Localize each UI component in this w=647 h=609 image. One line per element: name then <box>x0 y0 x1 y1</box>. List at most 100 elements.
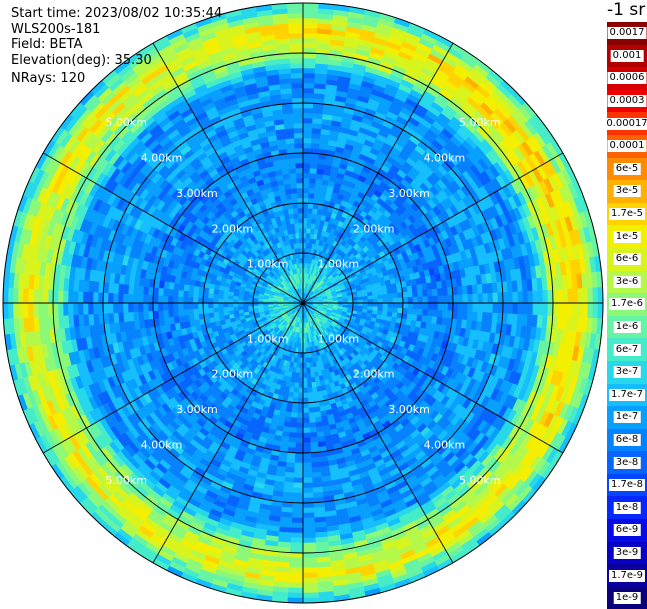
heatmap-cell <box>378 295 383 299</box>
heatmap-cell <box>307 373 311 378</box>
heatmap-cell <box>528 303 533 315</box>
heatmap-cell <box>303 108 313 113</box>
heatmap-cell <box>312 123 322 129</box>
heatmap-cell <box>289 568 303 573</box>
heatmap-cell <box>473 294 478 303</box>
heatmap-cell <box>290 553 303 558</box>
heatmap-cell <box>303 488 313 493</box>
heatmap-cell <box>308 193 314 198</box>
heatmap-cell <box>433 296 438 303</box>
heatmap-cell <box>393 298 398 303</box>
heatmap-cell <box>578 288 583 303</box>
heatmap-cell <box>292 508 303 513</box>
heatmap-cell <box>348 298 353 301</box>
heatmap-cell <box>418 303 423 309</box>
heatmap-cell <box>303 478 312 483</box>
heatmap-cell <box>303 563 317 568</box>
heatmap-cell <box>303 388 308 393</box>
heatmap-cell <box>498 293 503 303</box>
heatmap-cell <box>285 467 294 473</box>
heatmap-cell <box>307 378 311 383</box>
heatmap-cell <box>412 285 418 291</box>
heatmap-cell <box>312 477 322 483</box>
heatmap-cell <box>513 292 518 303</box>
heatmap-cell <box>303 448 311 453</box>
heatmap-cell <box>398 298 403 303</box>
heatmap-cell <box>298 398 303 403</box>
heatmap-cell <box>303 418 309 423</box>
heatmap-cell <box>298 403 303 408</box>
heatmap-cell <box>472 312 478 321</box>
heatmap-cell <box>313 108 323 114</box>
heatmap-cell <box>442 310 448 318</box>
heatmap-cell <box>288 578 303 583</box>
heatmap-cell <box>453 295 458 303</box>
heatmap-cell <box>437 310 443 318</box>
heatmap-cell <box>306 368 310 373</box>
heatmap-cell <box>432 310 438 317</box>
heatmap-cell <box>303 93 314 98</box>
heatmap-cell <box>548 303 553 316</box>
heatmap-cell <box>303 153 311 158</box>
heatmap-cell <box>303 218 307 223</box>
heatmap-cell <box>303 53 316 58</box>
heatmap-cell <box>288 442 296 448</box>
heatmap-cell <box>303 433 310 438</box>
heatmap-cell <box>353 297 358 300</box>
heatmap-cell <box>383 303 388 307</box>
heatmap-cell <box>388 303 393 308</box>
heatmap-cell <box>303 368 307 373</box>
heatmap-cell <box>303 458 311 463</box>
heatmap-cell <box>438 303 443 310</box>
heatmap-cell <box>290 543 303 548</box>
heatmap-cell <box>308 208 313 213</box>
heatmap-cell <box>303 193 309 198</box>
heatmap-cell <box>383 294 388 299</box>
heatmap-cell <box>583 288 588 303</box>
heatmap-cell <box>538 290 543 303</box>
heatmap-cell <box>593 303 598 318</box>
heatmap-cell <box>303 58 316 63</box>
heatmap-cell <box>312 118 322 124</box>
heatmap-cell <box>303 403 308 408</box>
heatmap-cell <box>307 388 312 393</box>
heatmap-cell <box>307 383 312 388</box>
heatmap-cell <box>472 285 478 294</box>
heatmap-cell <box>373 303 378 307</box>
heatmap-cell <box>285 472 294 478</box>
heatmap-cell <box>478 303 483 312</box>
heatmap-cell <box>448 303 453 311</box>
heatmap-cell <box>312 133 321 139</box>
heatmap-cell <box>291 518 303 523</box>
heatmap-cell <box>528 291 533 303</box>
heatmap-cell <box>393 293 398 298</box>
heatmap-cell <box>303 453 311 458</box>
heatmap-cell <box>453 303 458 311</box>
heatmap-cell <box>573 303 578 317</box>
heatmap-cell <box>303 468 312 473</box>
heatmap-cell <box>448 295 453 303</box>
heatmap-cell <box>463 303 468 312</box>
heatmap-cell <box>306 358 309 363</box>
heatmap-cell <box>303 503 314 508</box>
heatmap-cell <box>312 472 321 478</box>
heatmap-cell <box>303 18 318 23</box>
heatmap-cell <box>412 291 417 297</box>
heatmap-cell <box>296 423 303 428</box>
heatmap-cell <box>303 498 313 503</box>
heatmap-cell <box>289 573 303 578</box>
heatmap-cell <box>286 407 292 413</box>
heatmap-cell <box>303 38 317 43</box>
heatmap-cell <box>303 88 314 93</box>
heatmap-cell <box>293 498 303 503</box>
heatmap-cell <box>388 307 393 312</box>
heatmap-cell <box>299 373 303 378</box>
heatmap-cell <box>387 289 393 294</box>
heatmap-cell <box>433 303 438 310</box>
heatmap-cell <box>372 291 377 295</box>
heatmap-cell <box>397 293 402 298</box>
heatmap-cell <box>313 113 323 119</box>
heatmap-cell <box>553 303 558 316</box>
heatmap-cell <box>492 313 498 323</box>
heatmap-cell <box>533 303 538 315</box>
